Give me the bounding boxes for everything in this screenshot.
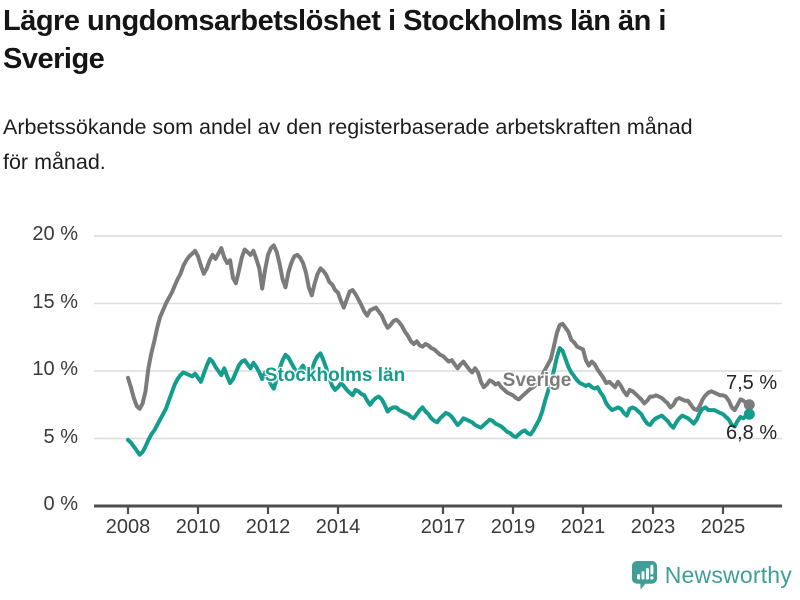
x-tick-label: 2019 bbox=[490, 516, 536, 538]
chart-subtitle: Arbetssökande som andel av den registerb… bbox=[3, 110, 693, 180]
x-tick-label: 2012 bbox=[245, 516, 291, 538]
subtitle-line-2: för månad. bbox=[3, 150, 106, 174]
end-dot-sverige bbox=[743, 399, 755, 411]
series-label-stockholms-lan: Stockholms län bbox=[264, 365, 406, 386]
x-tick-label: 2017 bbox=[420, 516, 466, 538]
x-tick-label: 2014 bbox=[315, 516, 361, 538]
y-tick-label: 10 % bbox=[32, 358, 78, 380]
y-tick-label: 0 % bbox=[43, 493, 78, 515]
end-value-stockholms-lan: 6,8 % bbox=[726, 422, 778, 444]
x-tick-label: 2008 bbox=[105, 516, 151, 538]
page-title: Lägre ungdomsarbetslöshet i Stockholms l… bbox=[3, 2, 666, 78]
brand-footer: Newsworthy bbox=[631, 560, 792, 591]
x-tick-label: 2010 bbox=[175, 516, 221, 538]
series-line-stockholms-l-n bbox=[126, 346, 752, 457]
end-value-sverige: 7,5 % bbox=[726, 372, 778, 394]
y-tick-label: 20 % bbox=[32, 223, 78, 245]
y-tick-label: 5 % bbox=[43, 425, 78, 448]
y-tick-label: 15 % bbox=[32, 290, 78, 313]
end-dot-stockholms-l-n bbox=[743, 408, 755, 420]
brand-name: Newsworthy bbox=[664, 562, 792, 588]
series-label-sverige: Sverige bbox=[502, 370, 572, 391]
series-line-sverige bbox=[126, 243, 752, 413]
title-line-1: Lägre ungdomsarbetslöshet i Stockholms l… bbox=[3, 5, 666, 37]
newsworthy-logo-icon bbox=[631, 561, 657, 590]
x-tick-label: 2025 bbox=[700, 516, 746, 538]
x-tick-label: 2021 bbox=[560, 516, 606, 538]
subtitle-line-1: Arbetssökande som andel av den registerb… bbox=[3, 115, 693, 139]
title-line-2: Sverige bbox=[3, 43, 105, 75]
x-tick-label: 2023 bbox=[630, 516, 676, 538]
